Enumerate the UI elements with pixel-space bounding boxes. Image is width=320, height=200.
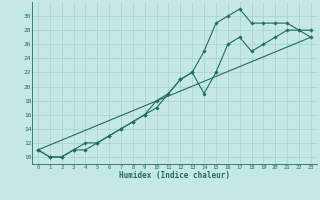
X-axis label: Humidex (Indice chaleur): Humidex (Indice chaleur)	[119, 171, 230, 180]
